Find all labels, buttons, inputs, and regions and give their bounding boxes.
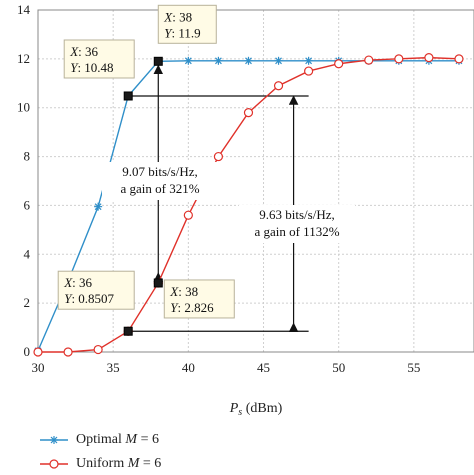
x-axis: 30 35 40 45 50 55: [32, 360, 421, 375]
annotation-line1: 9.63 bits/s/Hz,: [259, 207, 334, 222]
datatip-bg: [63, 39, 135, 79]
legend-label: Uniform M = 6: [76, 456, 162, 471]
datatip-y: Y: 11.9: [164, 25, 200, 40]
series-group: [33, 53, 464, 357]
data-point-optimal: [304, 56, 313, 65]
y-axis: 0 2 4 6 8 10 12 14: [17, 2, 31, 359]
y-tick-label: 8: [24, 149, 31, 164]
y-tick-label: 0: [24, 344, 31, 359]
annotation-bg: [102, 162, 218, 200]
x-tick-label: 30: [32, 360, 45, 375]
y-tick-label: 6: [24, 197, 31, 212]
datatip-x: X: 36: [63, 275, 92, 290]
annotation-bg: [239, 205, 355, 243]
datatip-x: X: 38: [169, 284, 198, 299]
x-tick-label: 55: [407, 360, 420, 375]
data-point-uniform: [33, 347, 43, 357]
x-tick-label: 50: [332, 360, 345, 375]
datatip-marker: [123, 91, 133, 101]
datatip-y: Y: 0.8507: [64, 291, 114, 306]
data-point-optimal: [94, 202, 103, 211]
data-point-uniform: [304, 66, 314, 76]
datatip-marker: [123, 326, 133, 336]
data-point-optimal: [274, 56, 283, 65]
datatip-bg: [163, 279, 235, 319]
data-point-uniform: [93, 344, 103, 355]
legend-item: Optimal M = 6: [38, 429, 159, 451]
datatip-bg: [57, 270, 135, 310]
data-point-uniform: [273, 81, 284, 91]
data-point-uniform: [183, 210, 193, 220]
datatips: X: 38Y: 11.9X: 36Y: 10.48X: 36Y: 0.8507 X…: [57, 4, 235, 319]
datatip-box: X: 38Y: 11.9: [157, 4, 217, 44]
datatip-box: X: 36Y: 10.48: [63, 39, 135, 79]
y-tick-label: 14: [17, 2, 31, 17]
datatip-box: X: 38Y: 2.826: [163, 279, 235, 319]
data-point-uniform: [424, 53, 434, 63]
legend-item: Uniform M = 6: [38, 453, 161, 475]
data-point-uniform: [213, 151, 224, 162]
annotation-line2: a gain of 321%: [120, 181, 199, 196]
x-tick-label: 40: [182, 360, 195, 375]
data-point-optimal: [244, 56, 253, 65]
data-point-optimal: [214, 56, 223, 65]
gain-annotation: 9.63 bits/s/Hz, a gain of 1132%: [239, 205, 355, 243]
datatip-bg: [157, 4, 217, 44]
data-point-uniform: [364, 55, 374, 65]
y-tick-label: 10: [17, 100, 30, 115]
annotation-line2: a gain of 1132%: [254, 224, 339, 239]
datatip-y: Y: 2.826: [170, 300, 214, 315]
data-point-uniform: [63, 347, 73, 357]
legend-label: Optimal M = 6: [76, 432, 159, 447]
datatip-y: Y: 10.48: [70, 60, 113, 75]
data-point-uniform: [334, 59, 344, 69]
data-point-uniform: [243, 107, 254, 118]
data-point-optimal: [184, 56, 193, 65]
annotation-line1: 9.07 bits/s/Hz,: [122, 164, 197, 179]
datatip-x: X: 36: [69, 44, 98, 59]
x-tick-label: 35: [107, 360, 120, 375]
gain-annotation: 9.07 bits/s/Hz, a gain of 321%: [102, 162, 218, 200]
annotations: 9.07 bits/s/Hz, a gain of 321% 9.63 bits/s…: [102, 162, 355, 243]
x-axis-label: Ps (dBm): [229, 401, 283, 418]
datatip-x: X: 38: [163, 9, 192, 24]
x-tick-label: 45: [257, 360, 270, 375]
plot-frame: [37, 9, 474, 353]
datatip-marker: [153, 278, 163, 288]
legend-circle-icon: [40, 459, 68, 469]
data-point-uniform: [394, 54, 404, 64]
y-tick-label: 4: [24, 246, 31, 261]
y-tick-label: 12: [17, 51, 30, 66]
datatip-marker: [153, 56, 163, 66]
data-point-uniform: [454, 54, 464, 64]
datatip-box: X: 36Y: 0.8507: [57, 270, 135, 310]
legend-star-icon: [40, 436, 68, 444]
y-tick-label: 2: [24, 295, 31, 310]
